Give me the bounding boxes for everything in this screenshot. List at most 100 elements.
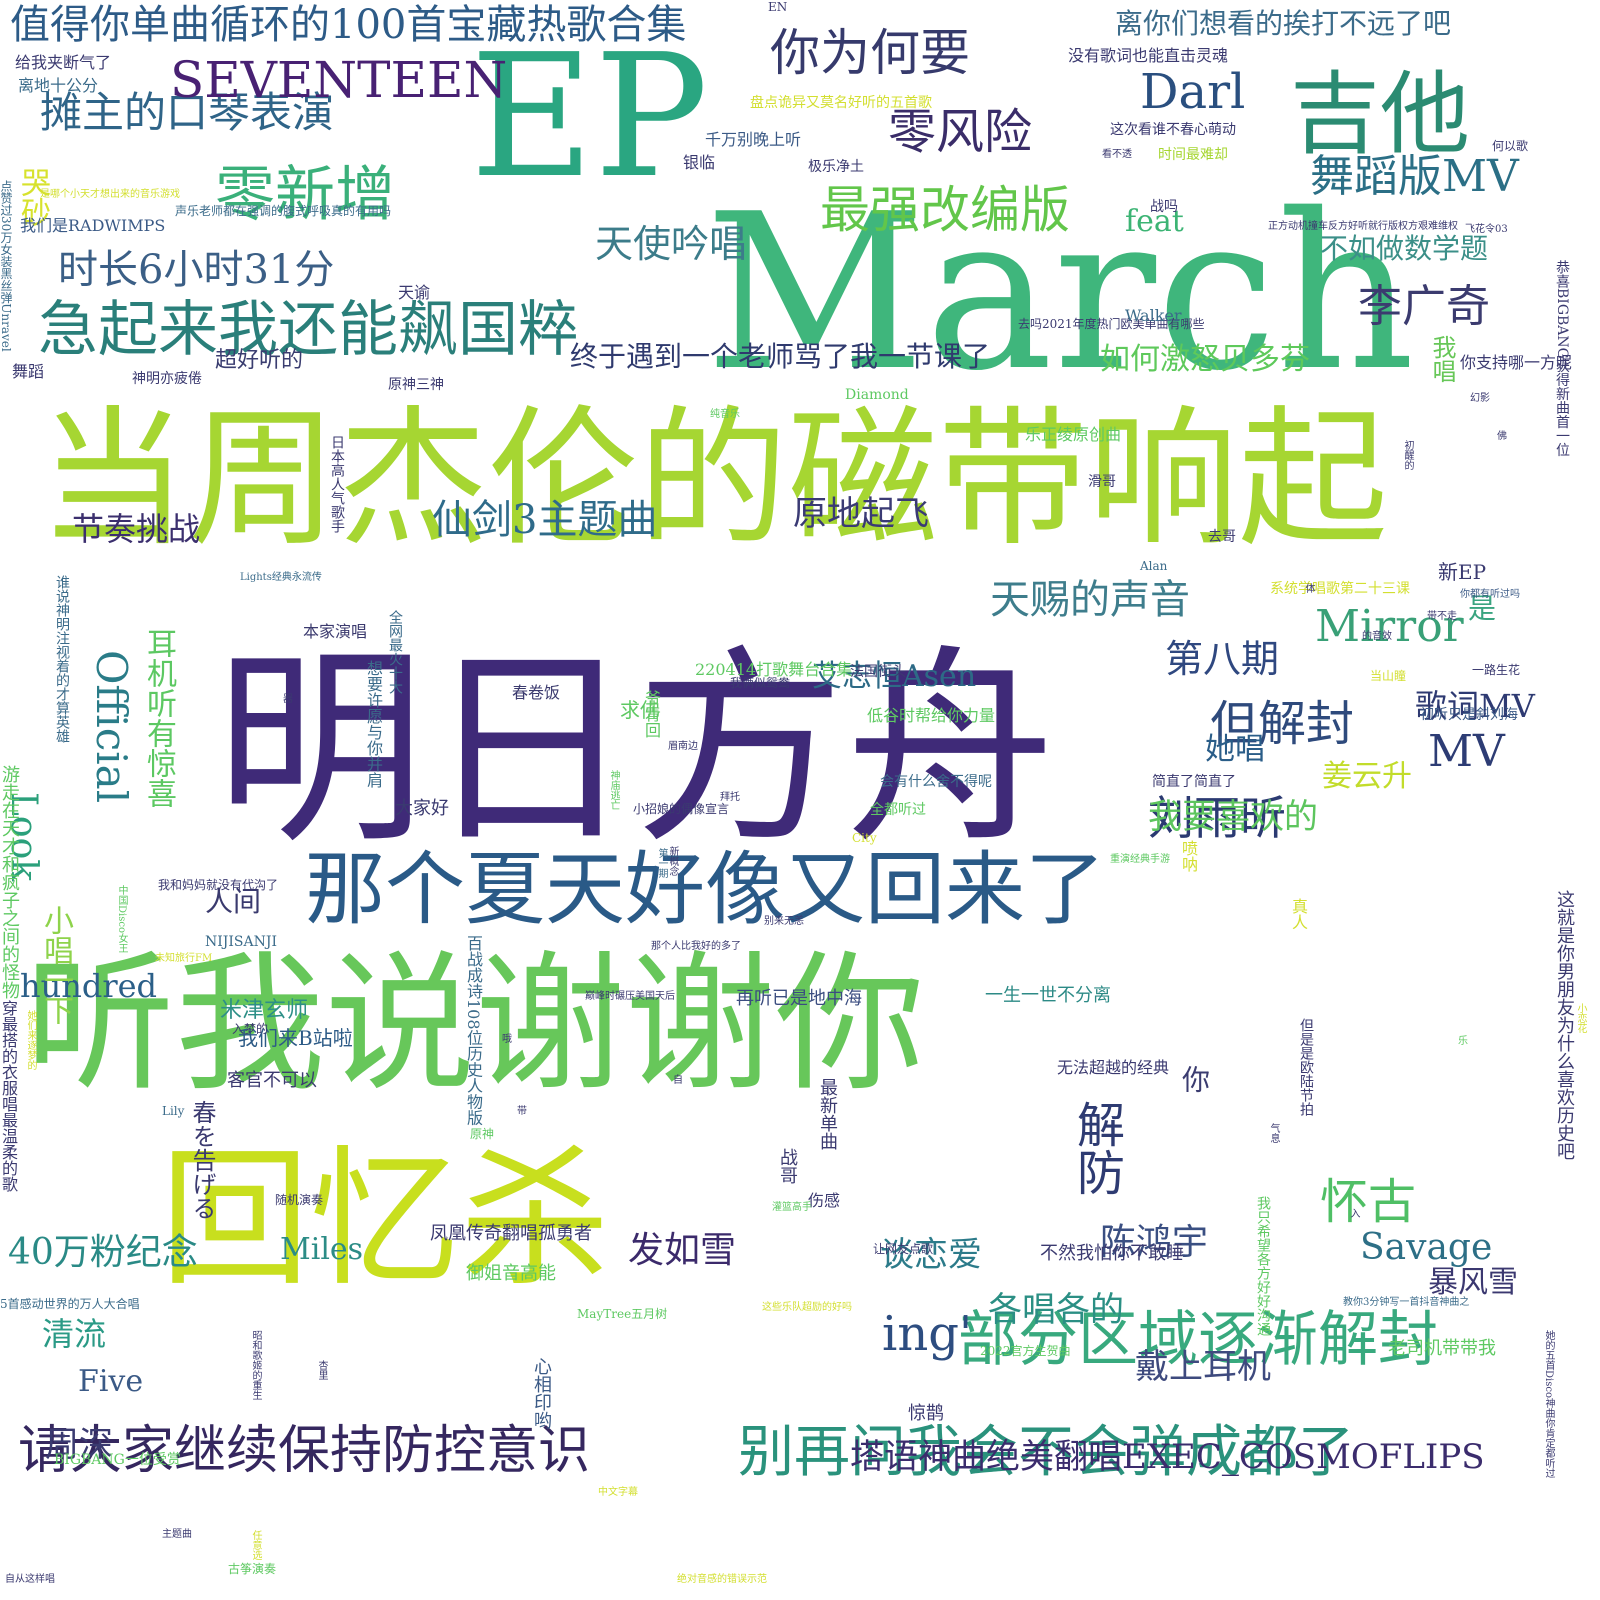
cloud-word: 终于遇到一个老师骂了我一节课了 <box>570 340 991 373</box>
cloud-word: 系统学唱歌第二十三课 <box>1270 581 1410 597</box>
cloud-word: 第八期 <box>1165 637 1280 681</box>
cloud-word: March <box>705 167 1415 418</box>
cloud-word: 新EP <box>1438 560 1487 584</box>
cloud-word: 暴风雪 <box>1428 1265 1518 1300</box>
cloud-word: 的音效 <box>1362 631 1392 642</box>
cloud-word: EP <box>470 18 709 216</box>
cloud-word: 百战成诗108位历史人物版 <box>464 935 483 1126</box>
cloud-word: 零风险 <box>888 104 1033 160</box>
cloud-word: 极乐净土 <box>808 159 864 175</box>
cloud-word: 带 <box>517 1106 527 1117</box>
cloud-word: Darl <box>1140 64 1246 120</box>
cloud-word: 点赞过30万女装黑丝弹Unravel <box>0 180 13 352</box>
cloud-word: 拜托 <box>720 792 740 803</box>
cloud-word: 怀古 <box>1320 1174 1417 1230</box>
cloud-word: 节奏挑战 <box>72 510 201 548</box>
cloud-word: feat <box>1125 204 1184 239</box>
cloud-word: 让网友点歌 <box>873 1242 934 1256</box>
cloud-word: 古筝演奏 <box>228 1562 277 1576</box>
cloud-word: 凤凰传奇翻唱孤勇者 <box>430 1223 592 1244</box>
cloud-word: 但解封 <box>1210 696 1355 752</box>
cloud-word: 一生一世不分离 <box>985 985 1111 1006</box>
cloud-word: 请大家继续保持防控意识 <box>18 1421 591 1481</box>
cloud-word: 教你3分钟写一首抖音神曲之 <box>1343 1297 1470 1308</box>
cloud-word: Official <box>87 650 136 804</box>
cloud-word: 小唱一下 <box>38 905 73 1025</box>
cloud-word: 天谕 <box>398 283 431 302</box>
cloud-word: 给我夹断气了 <box>15 53 112 72</box>
cloud-word: 游走在天才和疯子之间的怪物 <box>0 765 20 999</box>
cloud-word: 5首感动世界的万人大合唱 <box>0 1297 140 1311</box>
cloud-word: 求佛 <box>620 698 660 722</box>
cloud-word: 第一期 <box>656 848 667 878</box>
cloud-word: 重演经典手游 <box>1110 854 1170 865</box>
cloud-word: 艾志恒Asen <box>812 659 977 694</box>
cloud-word: 老司机带带我 <box>1388 1338 1496 1359</box>
cloud-word: 去吗2021年度热门欧美单曲有哪些 <box>1018 317 1205 331</box>
cloud-word: 我和妈妈就没有代沟了 <box>158 878 279 892</box>
cloud-word: 不如做数学题 <box>1320 232 1489 265</box>
cloud-word: 解防 <box>1068 1100 1124 1196</box>
cloud-word: 中文字幕 <box>598 1487 638 1498</box>
cloud-word: SEVENTEEN <box>170 51 508 109</box>
cloud-word: 40万粉纪念 <box>8 1232 198 1273</box>
cloud-word: 听我说谢谢你 <box>25 938 926 1112</box>
cloud-word: hundred <box>20 967 158 1005</box>
cloud-word: 一路生花 <box>1472 663 1521 677</box>
cloud-word: 零新增 <box>215 160 395 230</box>
cloud-word: 天使吟唱 <box>595 222 748 266</box>
cloud-word: 新概念 <box>667 846 678 876</box>
cloud-word: 入梦的 <box>232 1022 269 1036</box>
cloud-word: 乐 <box>1458 1036 1468 1047</box>
cloud-word: 我们来B站啦 <box>238 1026 353 1050</box>
cloud-word: 舞蹈 <box>12 362 45 381</box>
cloud-word: 我只希望各方好好沟通 <box>1255 1196 1271 1336</box>
cloud-word: 最强改编版 <box>820 181 1070 239</box>
cloud-word: 舞蹈版MV <box>1310 151 1519 202</box>
cloud-word: 银临 <box>683 153 716 172</box>
cloud-word: 正方动机撞车反方好听就行版权方艰难维权 <box>1268 221 1458 232</box>
cloud-word: 谁说神明注视着的才算英雄 <box>54 575 70 743</box>
cloud-word: Miles <box>280 1232 364 1267</box>
cloud-word: 杏里 <box>316 1360 327 1380</box>
cloud-word: 乐正绫原创曲 <box>1025 425 1122 444</box>
cloud-word: 灌篮高手 <box>772 1202 812 1213</box>
cloud-word: 再听已是地中海 <box>736 988 862 1009</box>
cloud-word: 幻影 <box>1470 393 1490 404</box>
cloud-word: 带不走 <box>1427 611 1457 622</box>
cloud-word: 部分区域逐渐解封 <box>958 1305 1438 1375</box>
cloud-word: 巅峰时碾压美国天后 <box>585 991 675 1002</box>
cloud-word: 吉他 <box>1290 62 1470 167</box>
cloud-word: 米津玄师 <box>220 998 309 1023</box>
cloud-word: 全都听过 <box>870 802 926 818</box>
cloud-word: Savage <box>1360 1227 1493 1268</box>
cloud-word: 声乐老师都在强调的腹式呼吸真的有用吗 <box>175 204 392 218</box>
cloud-word: 这就是你男朋友为什么喜欢历史吧 <box>1554 890 1575 1160</box>
cloud-word: 中国Disco女王 <box>116 885 127 953</box>
cloud-word: 我俩似鸳鸯 <box>730 676 791 690</box>
cloud-word: 人间 <box>205 885 262 918</box>
cloud-word: 小恋花 <box>1575 1003 1586 1033</box>
cloud-word: 气息 <box>1268 1123 1279 1143</box>
cloud-word: 器 <box>283 694 293 705</box>
cloud-word: 戴上耳机 <box>1135 1347 1271 1387</box>
cloud-word: 低谷时帮给你力量 <box>867 706 996 725</box>
cloud-word: 小招娘的偶像宣言 <box>633 802 730 816</box>
cloud-word: 离地十公分 <box>18 76 99 95</box>
cloud-word: 那个夏天好像又回来了 <box>305 843 1105 936</box>
cloud-word: 春卷饭 <box>512 683 561 702</box>
cloud-word: 原神 <box>470 1127 495 1141</box>
cloud-word: 歌词MV <box>1415 687 1535 725</box>
cloud-word: MV <box>1428 726 1505 777</box>
cloud-word: 惊鹊 <box>908 1403 944 1424</box>
cloud-word: 战吗 <box>1150 199 1178 215</box>
cloud-word: 刘雨昕 <box>1148 791 1286 845</box>
cloud-word: Lily <box>162 1104 185 1118</box>
cloud-word: 原神三神 <box>388 377 444 393</box>
cloud-word: 任意选 <box>250 1530 261 1560</box>
cloud-word: 姜云升 <box>1322 759 1412 794</box>
cloud-word: 清流 <box>42 1315 107 1353</box>
cloud-word: Diamond <box>845 387 909 403</box>
cloud-word: 离你们想看的挨打不远了吧 <box>1115 7 1452 40</box>
cloud-word: 她的五首Disco神曲你肯定都听过 <box>1543 1330 1554 1478</box>
